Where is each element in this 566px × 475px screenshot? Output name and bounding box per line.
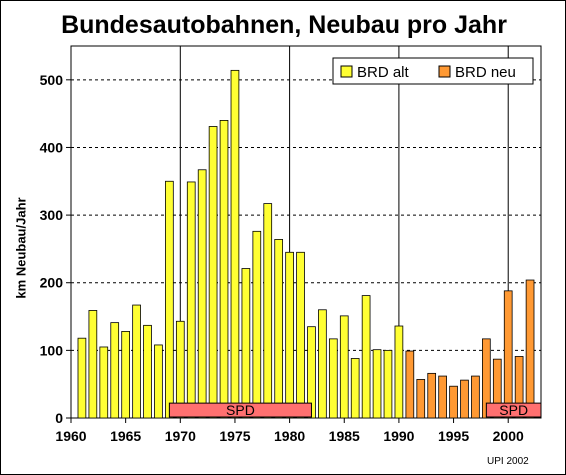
x-tick-label: 1975 [219, 428, 250, 444]
bar-brd-alt [241, 268, 251, 419]
bar-brd-alt [110, 322, 120, 419]
bar-brd-alt [88, 310, 98, 419]
spd-band [485, 402, 542, 418]
bar-brd-alt [154, 344, 163, 419]
bar-brd-alt [121, 331, 130, 419]
bar-brd-alt [219, 120, 229, 419]
bar-brd-alt [274, 239, 284, 419]
bar-brd-alt [394, 325, 404, 419]
bar-brd-neu [514, 356, 524, 419]
bar-brd-alt [186, 181, 196, 419]
bar-brd-neu [416, 379, 426, 419]
chart-title: Bundesautobahnen, Neubau pro Jahr [61, 11, 507, 39]
x-tick-label: 1970 [165, 428, 196, 444]
bar-brd-alt [143, 324, 152, 419]
y-tick-label: 500 [40, 72, 64, 88]
legend-swatch [438, 65, 451, 78]
bar-brd-alt [339, 315, 349, 419]
credit-text: UPI 2002 [487, 456, 529, 467]
bar-brd-alt [263, 203, 273, 419]
plot-frame [70, 45, 542, 419]
bar-brd-neu [492, 358, 502, 419]
x-tick-label: 1965 [110, 428, 141, 444]
bar-brd-alt [99, 346, 109, 419]
legend-label: BRD alt [357, 64, 410, 81]
bar-brd-alt [208, 126, 218, 419]
bar-brd-alt [77, 337, 87, 419]
bar-brd-neu [438, 375, 447, 419]
x-tick-label: 1995 [438, 428, 469, 444]
bar-brd-alt [361, 295, 371, 419]
bar-brd-neu [503, 290, 513, 419]
y-tick-label: 300 [40, 207, 64, 223]
bar-brd-alt [328, 338, 338, 419]
x-tick-label: 1960 [55, 428, 86, 444]
bar-brd-neu [471, 375, 480, 419]
bar-brd-alt [197, 169, 207, 419]
bar-brd-neu [449, 385, 458, 419]
spd-band-label: SPD [226, 402, 255, 418]
y-tick-label: 0 [55, 410, 63, 426]
bar-brd-alt [318, 309, 327, 419]
bar-brd-neu [482, 338, 491, 419]
y-tick-label: 400 [40, 139, 64, 155]
legend [332, 57, 534, 85]
bar-brd-alt [307, 326, 316, 419]
bar-brd-neu [460, 379, 469, 419]
bar-brd-alt [230, 69, 240, 419]
y-tick-label: 200 [40, 275, 64, 291]
bar-brd-alt [285, 251, 294, 419]
bar-brd-neu [525, 279, 535, 419]
bar-brd-alt [252, 230, 262, 419]
bar-brd-alt [296, 251, 305, 419]
bar-brd-neu [405, 350, 415, 419]
bar-brd-alt [350, 358, 360, 419]
bar-brd-alt [165, 180, 174, 419]
x-tick-label: 1990 [383, 428, 414, 444]
y-tick-label: 100 [40, 342, 64, 358]
bar-brd-neu [427, 372, 437, 419]
x-tick-label: 1985 [329, 428, 360, 444]
spd-band [168, 402, 312, 418]
legend-label: BRD neu [455, 64, 516, 81]
bar-brd-alt [383, 349, 393, 419]
x-tick-label: 2000 [493, 428, 524, 444]
bar-brd-alt [372, 349, 382, 419]
spd-band-label: SPD [499, 402, 528, 418]
legend-swatch [340, 65, 353, 78]
bar-brd-alt [132, 304, 141, 419]
x-tick-label: 1980 [274, 428, 305, 444]
